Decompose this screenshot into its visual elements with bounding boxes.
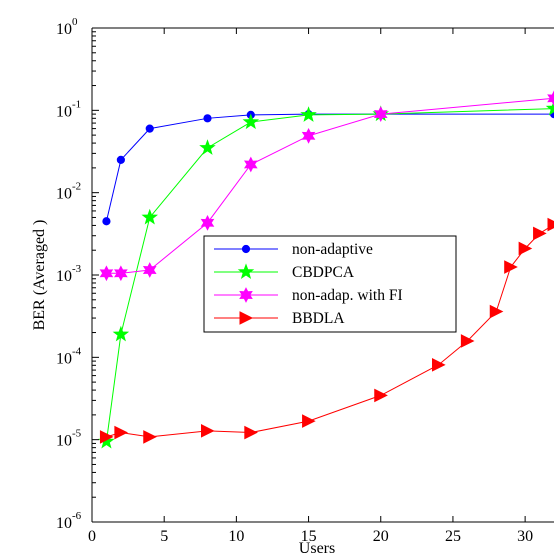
x-axis-label: Users [299,540,335,557]
data-point [547,217,554,232]
x-tick-label: 20 [373,528,389,545]
data-point [300,106,317,122]
data-point [141,208,158,225]
x-tick-label: 15 [301,528,317,545]
legend-label: CBDPCA [292,264,355,281]
data-point [199,139,216,155]
series-non-adap-with-fi [99,90,554,282]
legend-label: non-adaptive [292,241,373,258]
legend[interactable]: non-adaptive CBDPCA non-adap. with FI BBDLA [203,235,457,333]
legend-marker [241,244,251,254]
legend-label: non-adap. with FI [292,287,403,304]
x-tick-label: 30 [517,528,533,545]
data-point [112,325,130,342]
data-point [374,388,388,403]
data-point [203,114,212,123]
y-tick-label-exponent: -5 [72,428,82,440]
data-point [114,425,128,440]
y-tick-label: 10 [56,103,72,120]
y-tick-label: 10 [56,350,72,367]
x-tick-label: 10 [228,528,244,545]
data-point [460,334,475,348]
y-tick-label: 10 [56,268,72,285]
legend-marker [237,263,255,280]
data-point [504,260,518,274]
data-point [518,241,533,256]
series-cbdpca [98,99,554,449]
legend-entry[interactable]: CBDPCA [214,263,355,281]
data-point [301,127,316,144]
series-bbdla [99,217,554,444]
x-tick-label: 0 [88,528,96,545]
data-point [489,304,504,319]
data-point [547,90,554,107]
y-tick-label: 10 [56,21,72,38]
data-point [200,214,215,231]
data-point [143,430,157,444]
data-point [99,265,114,282]
y-tick-label: 10 [56,433,72,450]
y-tick-label-exponent: -4 [72,345,82,357]
series-line [105,108,554,442]
data-point [145,124,154,133]
data-point [242,113,260,130]
data-point [432,358,446,372]
data-point [116,155,125,165]
y-tick-label-exponent: -6 [72,510,82,522]
data-point [244,425,258,440]
legend-entry[interactable]: non-adaptive [214,241,373,258]
y-axis-label: BER (Averaged ) [31,220,48,331]
data-point [302,414,316,428]
y-tick-label: 10 [56,186,72,203]
data-point [102,217,111,226]
y-tick-label-exponent: 0 [72,16,78,28]
data-point [99,430,114,444]
data-point [142,262,157,278]
data-point [243,156,258,173]
x-tick-label: 25 [445,528,461,545]
x-tick-label: 5 [160,528,168,545]
legend-entry[interactable]: non-adap. with FI [214,287,403,304]
data-point [373,106,388,122]
data-point [545,99,554,116]
data-point [533,226,547,241]
legend-entry[interactable]: BBDLA [214,310,345,327]
y-tick-label: 10 [56,515,72,532]
legend-marker [239,287,253,303]
series-line [106,97,554,274]
data-point [201,424,215,438]
y-tick-label-exponent: -1 [72,98,81,110]
series-layer [98,90,554,449]
legend-marker [239,311,254,325]
y-tick-label-exponent: -2 [72,181,81,193]
y-tick-label-exponent: -3 [72,263,82,275]
legend-label: BBDLA [292,310,345,327]
data-point [114,265,128,282]
